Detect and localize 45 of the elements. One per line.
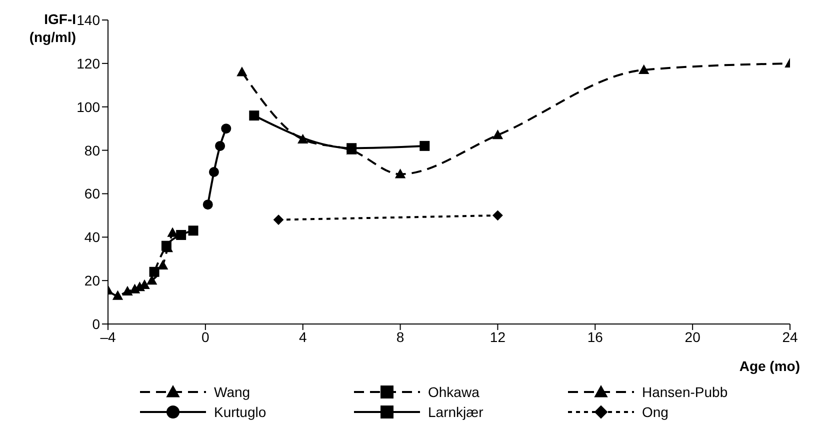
point xyxy=(420,140,430,151)
x-tick-label: 16 xyxy=(587,328,604,345)
x-tick-label: 0 xyxy=(202,328,210,345)
legend-label: Ohkawa xyxy=(428,384,480,400)
x-tick-label: 12 xyxy=(490,328,506,345)
legend-label: Kurtuglo xyxy=(214,404,266,420)
x-tick-label: –4 xyxy=(100,328,116,345)
x-tick-label: 4 xyxy=(298,328,307,345)
point xyxy=(202,200,213,210)
point xyxy=(274,214,284,225)
y-tick-label: 140 xyxy=(76,12,100,28)
point xyxy=(158,260,168,270)
point xyxy=(112,290,123,300)
point xyxy=(188,226,198,236)
x-tick-label: 20 xyxy=(684,328,701,345)
point xyxy=(298,134,308,144)
point xyxy=(395,169,406,178)
point xyxy=(215,140,226,151)
legend-label: Wang xyxy=(214,384,250,400)
point xyxy=(249,110,260,121)
y-tick-label: 80 xyxy=(84,142,100,158)
legend-label: Ong xyxy=(642,404,668,420)
y-tick-label: 20 xyxy=(84,272,100,289)
point xyxy=(122,286,132,296)
point xyxy=(221,124,232,134)
point xyxy=(149,266,160,277)
y-tick-label: 120 xyxy=(76,55,100,72)
y-tick-label: 60 xyxy=(84,186,100,202)
legend-label: Hansen-Pubb xyxy=(642,384,728,400)
point xyxy=(208,167,219,177)
y-axis-title: IGF-I (ng/ml) xyxy=(28,10,76,46)
point xyxy=(492,210,503,220)
y-tick-label: 100 xyxy=(76,98,100,115)
x-axis-title: Age (mo) xyxy=(739,358,800,374)
legend-label: Larnkjær xyxy=(428,404,484,420)
point xyxy=(146,276,157,285)
x-tick-label: 8 xyxy=(396,328,404,345)
y-tick-label: 40 xyxy=(84,229,100,246)
y-tick-label: 0 xyxy=(92,316,100,332)
point xyxy=(168,228,178,237)
point xyxy=(638,64,649,74)
point xyxy=(176,230,186,240)
point xyxy=(236,67,247,76)
point xyxy=(492,130,503,140)
x-tick-label: 24 xyxy=(782,328,798,345)
